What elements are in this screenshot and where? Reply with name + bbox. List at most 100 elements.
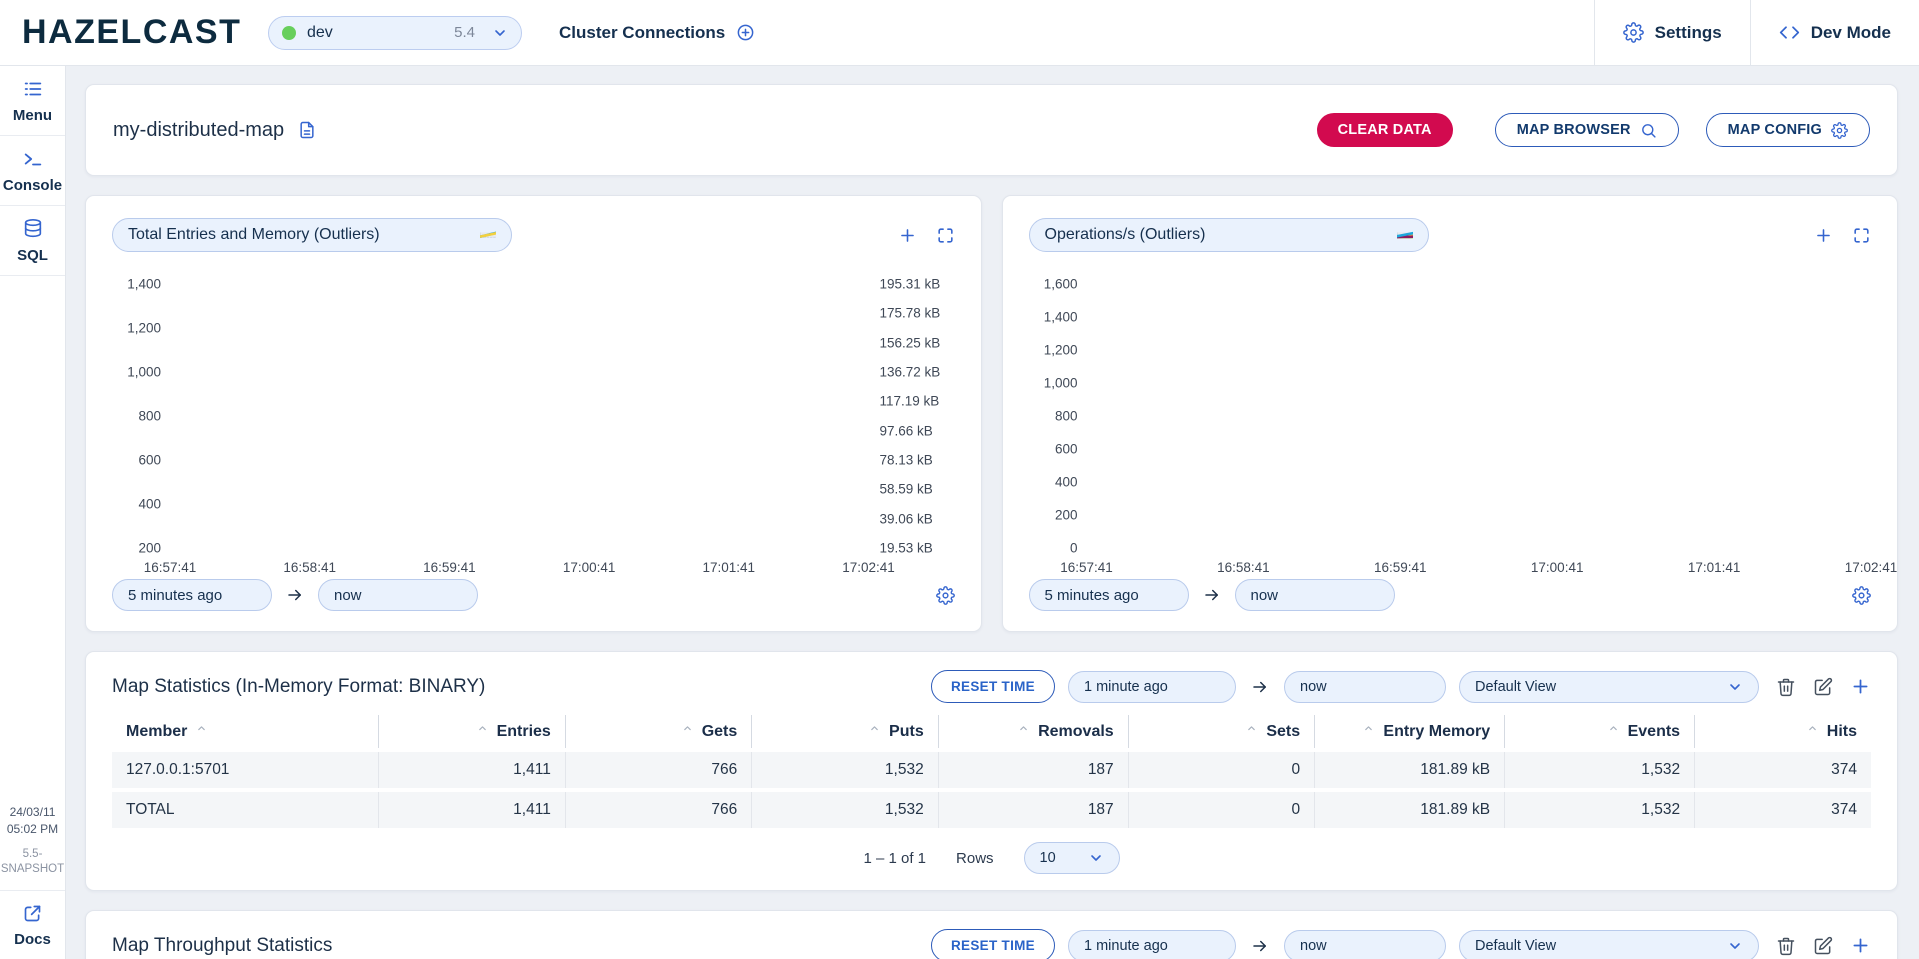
dev-mode-button[interactable]: Dev Mode	[1750, 0, 1919, 65]
clear-data-button[interactable]: CLEAR DATA	[1317, 113, 1453, 147]
y-axis-tick-label: 0	[1070, 541, 1078, 556]
edit-view-icon[interactable]	[1813, 677, 1833, 697]
time-to-input[interactable]: now	[318, 579, 478, 611]
throughput-time-to-value: now	[1300, 938, 1327, 954]
column-header-member[interactable]: Member	[112, 715, 379, 748]
document-icon[interactable]	[297, 120, 317, 140]
settings-label: Settings	[1655, 23, 1722, 43]
column-header-puts[interactable]: Puts	[752, 715, 938, 748]
page-size-selector[interactable]: 10	[1024, 842, 1120, 874]
y-axis-tick-label: 1,000	[1044, 376, 1078, 391]
delete-view-trash-icon[interactable]	[1776, 677, 1796, 697]
chart-plot-area[interactable]	[1087, 284, 1872, 548]
y-axis-tick-label: 200	[1055, 508, 1078, 523]
add-chart-icon[interactable]	[898, 226, 917, 245]
table-cell: 766	[566, 752, 752, 788]
sidebar-item-menu[interactable]: Menu	[0, 66, 65, 136]
x-axis-tick-label: 17:01:41	[1688, 560, 1741, 575]
cluster-selector[interactable]: dev 5.4	[268, 16, 522, 50]
throughput-time-from-value: 1 minute ago	[1084, 938, 1168, 954]
stats-time-from-input[interactable]: 1 minute ago	[1068, 671, 1236, 703]
add-chart-icon[interactable]	[1814, 226, 1833, 245]
map-throughput-card: Map Throughput Statistics RESET TIME 1 m…	[85, 910, 1898, 959]
chart-metric-label: Operations/s (Outliers)	[1045, 226, 1206, 244]
chart-settings-gear-icon[interactable]	[936, 586, 955, 605]
view-selector[interactable]: Default View	[1459, 930, 1759, 959]
x-axis-tick-label: 17:02:41	[1845, 560, 1898, 575]
sidebar-item-docs[interactable]: Docs	[0, 891, 65, 959]
sidebar-version: 5.5- SNAPSHOT	[0, 847, 65, 878]
arrow-right-icon	[1251, 678, 1269, 696]
sidebar-item-sql[interactable]: SQL	[0, 206, 65, 276]
throughput-time-to-input[interactable]: now	[1284, 930, 1446, 959]
column-header-sets[interactable]: Sets	[1129, 715, 1315, 748]
table-cell: 0	[1129, 752, 1315, 788]
y-axis-tick-label: 600	[1055, 442, 1078, 457]
map-title: my-distributed-map	[113, 119, 284, 142]
view-selector-value: Default View	[1475, 938, 1556, 954]
x-axis-labels: 16:57:4116:58:4116:59:4117:00:4117:01:41…	[1087, 555, 1872, 579]
column-header-events[interactable]: Events	[1505, 715, 1695, 748]
y-axis-right-tick-label: 195.31 kB	[880, 277, 941, 292]
database-icon	[22, 218, 44, 240]
y-axis-right-tick-label: 136.72 kB	[880, 365, 941, 380]
chart-settings-gear-icon[interactable]	[1852, 586, 1871, 605]
sidebar-item-label: Console	[3, 177, 62, 194]
settings-button[interactable]: Settings	[1594, 0, 1750, 65]
fullscreen-icon[interactable]	[936, 226, 955, 245]
arrow-right-icon	[1203, 586, 1221, 604]
column-header-entry-memory[interactable]: Entry Memory	[1315, 715, 1505, 748]
column-header-removals[interactable]: Removals	[939, 715, 1129, 748]
x-axis-tick-label: 17:01:41	[703, 560, 756, 575]
sidebar-item-console[interactable]: Console	[0, 136, 65, 206]
table-row[interactable]: 127.0.0.1:57011,4117661,5321870181.89 kB…	[112, 752, 1871, 788]
time-from-input[interactable]: 5 minutes ago	[1029, 579, 1189, 611]
delete-view-trash-icon[interactable]	[1776, 936, 1796, 956]
map-statistics-card: Map Statistics (In-Memory Format: BINARY…	[85, 651, 1898, 891]
reset-time-button[interactable]: RESET TIME	[931, 670, 1055, 703]
table-row[interactable]: TOTAL1,4117661,5321870181.89 kB1,532374	[112, 792, 1871, 828]
cluster-connections-button[interactable]: Cluster Connections	[559, 23, 755, 43]
y-axis-tick-label: 1,000	[127, 365, 161, 380]
sort-caret-icon	[868, 722, 881, 735]
view-selector[interactable]: Default View	[1459, 671, 1759, 703]
sort-caret-icon	[1362, 722, 1375, 735]
reset-time-label: RESET TIME	[951, 938, 1035, 953]
map-config-label: MAP CONFIG	[1728, 122, 1822, 138]
add-view-plus-icon[interactable]	[1850, 935, 1871, 956]
chart-metric-selector[interactable]: Operations/s (Outliers)	[1029, 218, 1429, 252]
y-axis-tick-label: 1,400	[127, 277, 161, 292]
charts-row: Total Entries and Memory (Outliers) 1,40…	[85, 195, 1898, 632]
chart-plot-area[interactable]	[170, 284, 869, 548]
time-from-value: 5 minutes ago	[128, 587, 222, 604]
time-from-input[interactable]: 5 minutes ago	[112, 579, 272, 611]
time-to-input[interactable]: now	[1235, 579, 1395, 611]
column-header-entries[interactable]: Entries	[379, 715, 565, 748]
y-axis-right-tick-label: 58.59 kB	[880, 482, 933, 497]
edit-view-icon[interactable]	[1813, 936, 1833, 956]
stats-time-to-input[interactable]: now	[1284, 671, 1446, 703]
left-sidebar: Menu Console SQL 24/03/11 05:02 PM 5.5- …	[0, 66, 66, 959]
x-axis-tick-label: 16:59:41	[1374, 560, 1427, 575]
x-axis-tick-label: 17:00:41	[1531, 560, 1584, 575]
column-header-gets[interactable]: Gets	[566, 715, 752, 748]
column-header-hits[interactable]: Hits	[1695, 715, 1871, 748]
add-view-plus-icon[interactable]	[1850, 676, 1871, 697]
throughput-time-from-input[interactable]: 1 minute ago	[1068, 930, 1236, 959]
terminal-icon	[22, 148, 44, 170]
fullscreen-icon[interactable]	[1852, 226, 1871, 245]
chart-card-operations: Operations/s (Outliers) 1,6001,4001,2001…	[1002, 195, 1899, 632]
y-axis-right-tick-label: 78.13 kB	[880, 453, 933, 468]
table-cell: 766	[566, 792, 752, 828]
table-cell: 1,532	[1505, 792, 1695, 828]
map-config-button[interactable]: MAP CONFIG	[1706, 113, 1870, 147]
chevron-down-icon	[492, 25, 508, 41]
chevron-down-icon	[1397, 227, 1413, 243]
map-browser-button[interactable]: MAP BROWSER	[1495, 113, 1679, 147]
map-header-card: my-distributed-map CLEAR DATA MAP BROWSE…	[85, 84, 1898, 176]
reset-time-button[interactable]: RESET TIME	[931, 929, 1055, 959]
chart-metric-selector[interactable]: Total Entries and Memory (Outliers)	[112, 218, 512, 252]
sort-caret-icon	[1017, 722, 1030, 735]
x-axis-tick-label: 16:58:41	[1217, 560, 1270, 575]
column-label: Entry Memory	[1383, 723, 1490, 740]
